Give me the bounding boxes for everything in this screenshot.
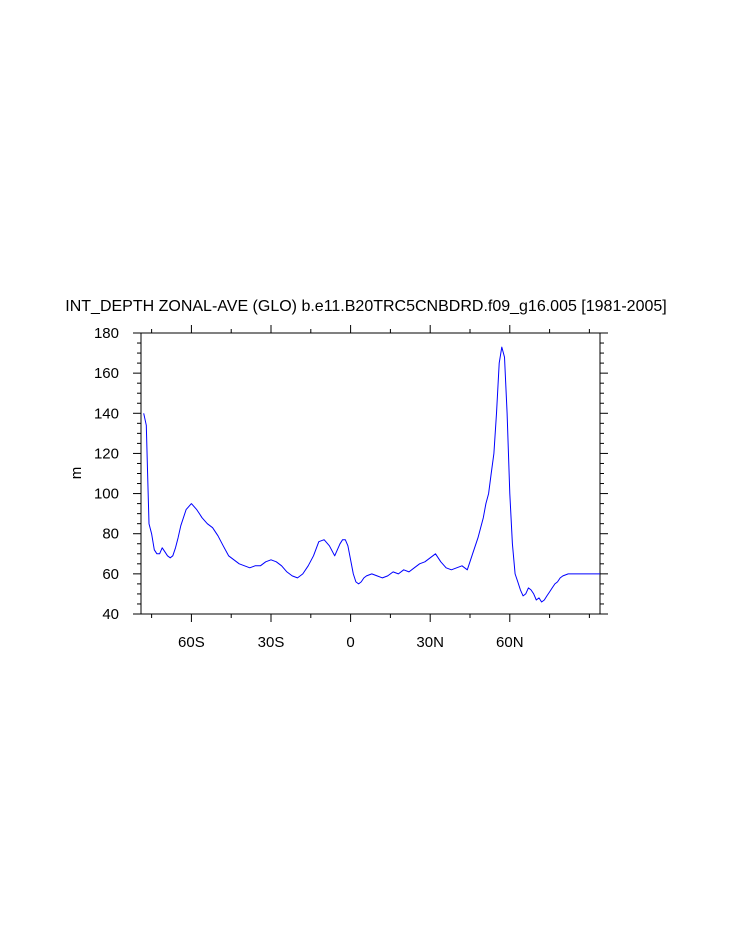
x-tick-label: 0 [346, 634, 354, 651]
x-tick-label: 30S [258, 634, 285, 651]
x-tick-label: 60N [496, 634, 524, 651]
series-line [143, 346, 600, 603]
series-layer [143, 346, 600, 603]
chart-title: INT_DEPTH ZONAL-AVE (GLO) b.e11.B20TRC5C… [65, 298, 666, 315]
plot-frame [140, 332, 601, 615]
y-tick-label: 80 [102, 526, 119, 543]
y-tick-label: 180 [94, 325, 119, 342]
y-tick-label: 120 [94, 445, 119, 462]
y-tick-label: 60 [102, 566, 119, 583]
y-tick-label: 100 [94, 486, 119, 503]
tick-labels: 40 60 80 100 120 140 160 180 60S 30S 0 30N 60N [94, 325, 524, 651]
y-axis-label: m [68, 467, 85, 480]
y-tick-label: 160 [94, 365, 119, 382]
y-tick-label: 140 [94, 405, 119, 422]
y-tick-label: 40 [102, 606, 119, 623]
x-tick-label: 30N [416, 634, 444, 651]
axis-ticks [133, 325, 608, 622]
x-tick-label: 60S [178, 634, 205, 651]
